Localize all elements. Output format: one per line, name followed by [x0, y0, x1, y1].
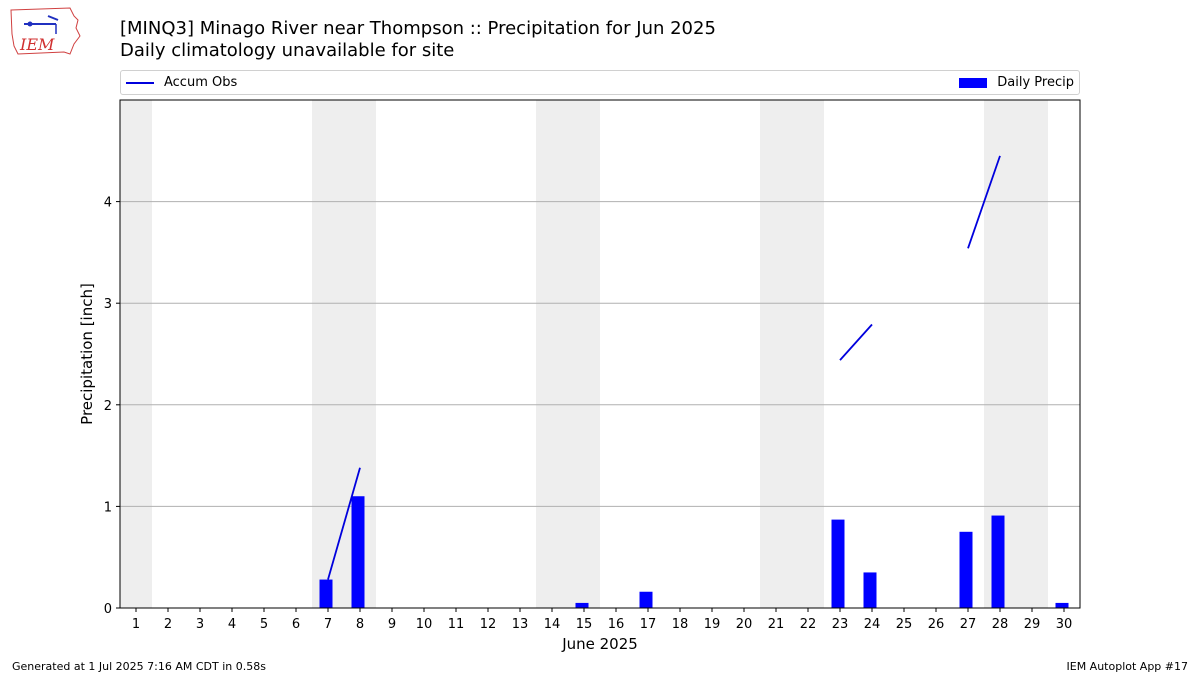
- x-tick-label: 4: [228, 617, 236, 632]
- x-tick-label: 30: [1056, 617, 1073, 632]
- x-tick-label: 20: [736, 617, 753, 632]
- footer-generated: Generated at 1 Jul 2025 7:16 AM CDT in 0…: [12, 660, 266, 673]
- x-tick-label: 24: [864, 617, 881, 632]
- legend-daily-label: Daily Precip: [997, 75, 1074, 90]
- x-tick-label: 1: [132, 617, 140, 632]
- legend: Accum Obs Daily Precip: [120, 70, 1080, 95]
- x-tick-label: 12: [480, 617, 497, 632]
- y-tick-label: 1: [104, 500, 112, 515]
- precip-bar: [991, 515, 1005, 608]
- y-tick-label: 3: [104, 297, 112, 312]
- iem-logo: IEM: [10, 7, 81, 55]
- x-tick-label: 22: [800, 617, 817, 632]
- x-tick-label: 6: [292, 617, 300, 632]
- y-axis-label: Precipitation [inch]: [78, 283, 96, 425]
- accum-line-segment: [327, 467, 361, 580]
- precip-bar: [831, 519, 845, 608]
- x-tick-label: 23: [832, 617, 849, 632]
- weekend-shade: [568, 100, 600, 608]
- accum-line-segment: [967, 155, 1001, 249]
- precip-bar: [575, 602, 589, 608]
- x-tick-label: 7: [324, 617, 332, 632]
- legend-item-daily: Daily Precip: [959, 75, 1074, 90]
- accum-line-segment: [839, 323, 873, 361]
- x-tick-label: 15: [576, 617, 593, 632]
- x-tick-label: 11: [448, 617, 465, 632]
- x-tick-label: 2: [164, 617, 172, 632]
- x-tick-label: 25: [896, 617, 913, 632]
- x-axis-label: June 2025: [561, 635, 638, 653]
- precip-bar: [1055, 602, 1069, 608]
- chart-subtitle: Daily climatology unavailable for site: [120, 40, 455, 61]
- x-tick-label: 8: [356, 617, 364, 632]
- x-tick-label: 16: [608, 617, 625, 632]
- weekend-shade: [120, 100, 152, 608]
- chart-title: [MINQ3] Minago River near Thompson :: Pr…: [120, 18, 716, 39]
- weekend-shade: [792, 100, 824, 608]
- weekend-shade: [312, 100, 344, 608]
- plot-frame: [119, 99, 1081, 609]
- x-tick-label: 21: [768, 617, 785, 632]
- iowa-outline-icon: [10, 7, 81, 55]
- x-tick-label: 29: [1024, 617, 1041, 632]
- logo-text: IEM: [19, 35, 55, 54]
- x-tick-label: 18: [672, 617, 689, 632]
- weekend-shade: [760, 100, 792, 608]
- x-tick-label: 10: [416, 617, 433, 632]
- x-tick-label: 3: [196, 617, 204, 632]
- legend-accum-label: Accum Obs: [164, 75, 238, 90]
- x-tick-label: 13: [512, 617, 529, 632]
- x-tick-label: 17: [640, 617, 657, 632]
- x-tick-label: 19: [704, 617, 721, 632]
- x-tick-label: 26: [928, 617, 945, 632]
- precip-bar: [319, 579, 333, 608]
- x-tick-label: 27: [960, 617, 977, 632]
- y-tick-label: 0: [104, 602, 112, 617]
- y-tick-label: 2: [104, 399, 112, 414]
- x-tick-label: 28: [992, 617, 1009, 632]
- precip-bar: [863, 572, 877, 608]
- x-tick-label: 5: [260, 617, 268, 632]
- x-tick-label: 14: [544, 617, 561, 632]
- weekend-shade: [536, 100, 568, 608]
- precip-bar: [351, 496, 365, 608]
- legend-item-accum: Accum Obs: [126, 75, 237, 90]
- precip-bar: [639, 591, 653, 608]
- x-tick-label: 9: [388, 617, 396, 632]
- y-tick-label: 4: [104, 196, 112, 211]
- legend-line-swatch: [126, 81, 154, 84]
- precip-bar: [959, 531, 973, 608]
- weekend-shade: [1016, 100, 1048, 608]
- footer-app: IEM Autoplot App #17: [1066, 660, 1189, 673]
- legend-bar-swatch: [959, 77, 988, 88]
